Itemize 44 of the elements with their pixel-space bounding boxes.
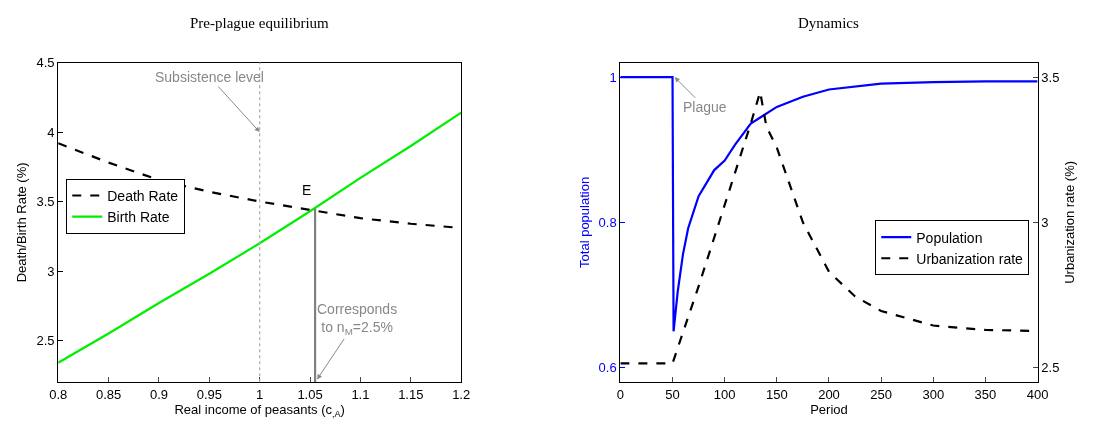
legend-label: Death Rate	[107, 187, 179, 204]
annotation: E	[302, 182, 312, 198]
y-tick-label: 4	[47, 124, 55, 140]
x-tick-label: 0.85	[95, 386, 122, 402]
x-tick-label: 100	[713, 386, 736, 402]
x-tick-label: 200	[818, 386, 840, 402]
x-tick-label: 0.9	[149, 386, 168, 402]
annotation: Subsistence level	[155, 69, 264, 85]
y-tick-label: 2.5	[36, 333, 55, 349]
x-tick-label: 1.05	[297, 386, 323, 402]
y2-axis-title: Urbanization rate (%)	[1061, 160, 1077, 284]
x-tick-label: 350	[974, 386, 997, 402]
x-tick-label: 1.1	[351, 386, 370, 402]
y-axis-title: Death/Birth Rate (%)	[14, 162, 30, 283]
x-tick-label: 1.2	[452, 386, 471, 402]
x-tick-label: 0	[616, 386, 624, 402]
x-tick-label: 400	[1026, 386, 1049, 402]
y-tick-label: 0.8	[598, 214, 617, 230]
y-tick-label: 3.5	[36, 194, 55, 210]
x-tick-label: 1	[256, 386, 264, 402]
x-tick-label: 300	[922, 386, 945, 402]
y-tick-label: 4.5	[36, 55, 55, 71]
chart-title: Dynamics	[798, 15, 859, 31]
y-tick-label: 3	[47, 263, 55, 279]
chart-title: Pre-plague equilibrium	[190, 15, 330, 31]
x-tick-label: 50	[665, 386, 680, 402]
y2-tick-label: 3.5	[1041, 69, 1060, 85]
y-axis-title: Total population	[576, 176, 592, 268]
legend-label: Urbanization rate	[916, 250, 1024, 267]
y2-tick-label: 2.5	[1041, 360, 1060, 376]
annotation: Plague	[683, 99, 727, 115]
legend-label: Population	[916, 229, 983, 246]
x-axis-title: Real income of peasants (c$_{,A}$)	[174, 401, 345, 419]
y-tick-label: 0.6	[598, 360, 617, 376]
x-tick-label: 0.95	[196, 386, 222, 402]
x-axis-title: Period	[810, 401, 848, 417]
y-tick-label: 1	[609, 69, 617, 85]
annotation: Corresponds to n$_{M}$=2.5%	[317, 301, 398, 338]
legend-label: Birth Rate	[107, 209, 170, 226]
y2-tick-label: 3	[1041, 214, 1049, 230]
x-tick-label: 1.15	[398, 386, 424, 402]
x-tick-label: 150	[765, 386, 788, 402]
line-series	[58, 111, 462, 364]
x-tick-label: 250	[870, 386, 892, 402]
